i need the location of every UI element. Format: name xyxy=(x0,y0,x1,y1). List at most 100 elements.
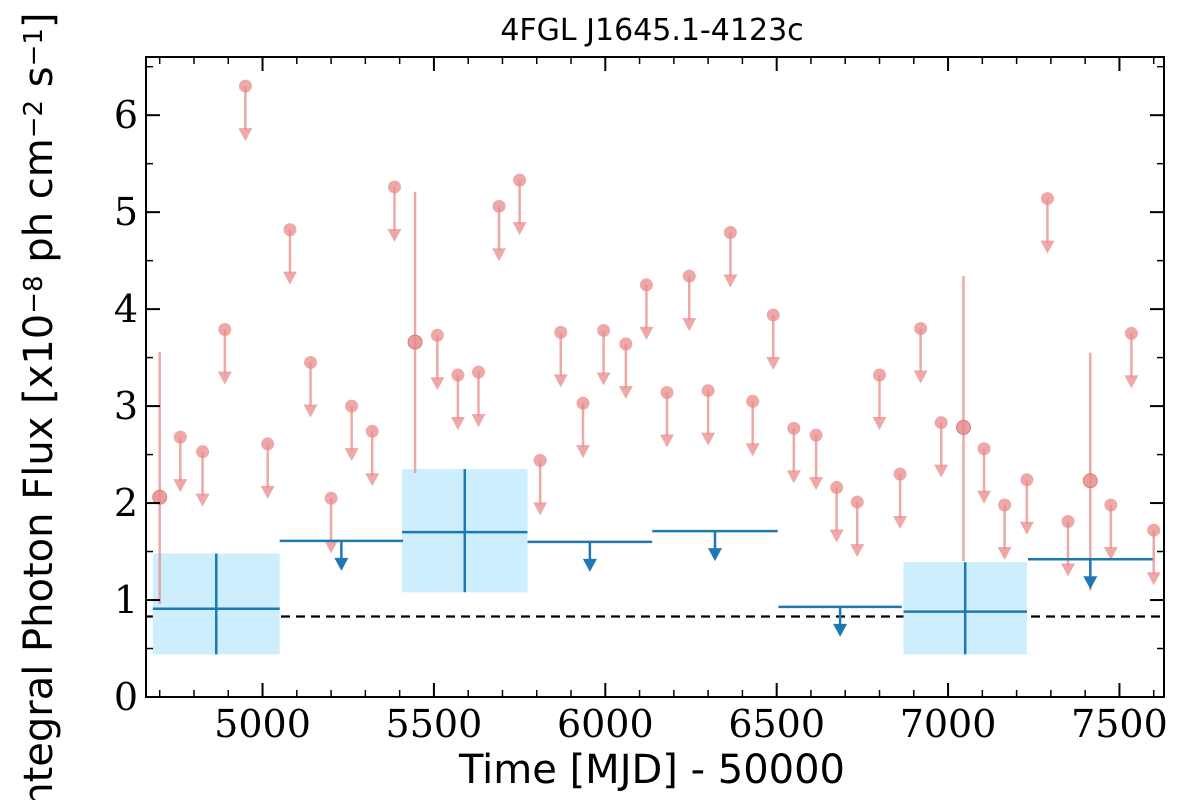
long-upper-limit-arrow xyxy=(833,623,848,637)
short-upper-limit-point xyxy=(1040,192,1054,206)
short-upper-limit-arrow xyxy=(492,248,507,262)
x-tick-label: 7500 xyxy=(1071,702,1168,746)
short-upper-limit-point xyxy=(766,308,780,322)
short-upper-limit-arrow xyxy=(282,271,297,285)
short-upper-limit-arrow xyxy=(1124,375,1139,389)
short-upper-limit-arrow xyxy=(809,477,824,491)
x-axis-label: Time [MJD] - 50000 xyxy=(458,747,845,793)
short-detection-point xyxy=(152,489,168,505)
short-upper-limit-point xyxy=(746,394,760,408)
short-upper-limit-point xyxy=(513,173,527,187)
short-upper-limit-arrow xyxy=(893,515,908,529)
short-upper-limit-arrow xyxy=(576,445,591,459)
short-upper-limit-point xyxy=(554,325,568,339)
y-tick-label: 4 xyxy=(114,287,138,331)
short-detection-point xyxy=(1082,473,1098,489)
short-upper-limit-point xyxy=(934,416,948,430)
short-upper-limit-arrow xyxy=(829,529,844,543)
x-tick-label: 5000 xyxy=(214,702,311,746)
short-upper-limit-point xyxy=(977,442,991,456)
short-upper-limit-arrow xyxy=(195,493,210,507)
short-upper-limit-arrow xyxy=(344,448,359,462)
y-tick-label: 0 xyxy=(114,675,138,719)
short-upper-limit-arrow xyxy=(639,326,654,340)
long-upper-limit-arrow xyxy=(582,558,597,572)
y-axis-label: Integral Photon Flux [x10−8 ph cm−2 s−1] xyxy=(16,12,62,800)
axes: 5000 5500 6000 6500 7000 7500 0 1 2 3 4 5 6 xyxy=(114,56,1168,746)
short-upper-limit-point xyxy=(701,384,715,398)
short-upper-limit-arrow xyxy=(553,374,568,388)
short-upper-limit-arrow xyxy=(387,228,402,242)
short-upper-limit-point xyxy=(809,428,823,442)
long-bin-series xyxy=(152,469,1153,655)
short-detection-point xyxy=(955,419,971,435)
short-upper-limit-point xyxy=(682,269,696,283)
short-upper-limit-arrow xyxy=(723,274,738,288)
short-upper-limit-arrow xyxy=(977,490,992,504)
short-upper-limit-point xyxy=(660,386,674,400)
short-upper-limit-arrow xyxy=(1103,547,1118,560)
short-upper-limit-point xyxy=(893,467,907,481)
short-upper-limit-point xyxy=(998,498,1012,512)
short-upper-limit-point xyxy=(238,79,252,93)
short-upper-limit-point xyxy=(324,491,338,505)
short-upper-limit-point xyxy=(430,328,444,342)
y-axis-label-part: s xyxy=(16,66,62,100)
x-tick-label: 5500 xyxy=(386,702,483,746)
short-upper-limit-arrow xyxy=(934,464,949,478)
long-upper-limit-arrow xyxy=(334,557,349,571)
short-upper-limit-point xyxy=(723,226,737,240)
short-upper-limit-point xyxy=(196,445,210,459)
x-tick-label: 7000 xyxy=(900,702,997,746)
short-upper-limit-arrow xyxy=(303,404,318,418)
short-upper-limit-arrow xyxy=(850,544,865,558)
y-tick-label: 3 xyxy=(114,384,138,428)
y-tick-label: 2 xyxy=(114,481,138,525)
short-upper-limit-point xyxy=(218,322,232,336)
short-upper-limit-arrow xyxy=(786,470,801,484)
short-upper-limit-arrow xyxy=(1061,563,1076,577)
short-upper-limit-arrow xyxy=(913,370,928,384)
long-upper-limit-arrow xyxy=(707,548,722,562)
short-upper-limit-arrow xyxy=(766,356,781,370)
short-upper-limit-point xyxy=(173,430,187,444)
short-upper-limit-point xyxy=(471,365,485,379)
y-axis-label-part: −1 xyxy=(19,28,49,66)
short-upper-limit-arrow xyxy=(324,540,339,554)
short-upper-limit-point xyxy=(1020,473,1034,487)
short-upper-limit-arrow xyxy=(260,485,275,499)
short-upper-limit-arrow xyxy=(430,377,445,391)
short-upper-limit-point xyxy=(830,481,844,495)
short-upper-limit-arrow xyxy=(238,128,253,142)
short-upper-limit-arrow xyxy=(173,479,188,493)
short-upper-limit-point xyxy=(1124,326,1138,340)
short-upper-limit-point xyxy=(365,424,379,438)
short-upper-limit-arrow xyxy=(365,473,380,487)
short-upper-limit-point xyxy=(492,199,506,213)
short-upper-limit-point xyxy=(576,396,590,410)
short-upper-limit-point xyxy=(787,421,801,435)
short-upper-limit-point xyxy=(619,337,633,351)
short-upper-limit-point xyxy=(850,495,864,509)
short-upper-limit-point xyxy=(597,323,611,337)
short-upper-limit-point xyxy=(388,180,402,194)
short-upper-limit-arrow xyxy=(659,434,674,448)
short-detection-point xyxy=(407,334,423,350)
x-tick-label: 6000 xyxy=(557,702,654,746)
short-upper-limit-point xyxy=(873,368,887,382)
y-tick-label: 6 xyxy=(114,93,138,137)
short-upper-limit-point xyxy=(914,322,928,336)
short-upper-limit-arrow xyxy=(471,414,486,428)
short-bin-series xyxy=(152,79,1161,604)
short-upper-limit-arrow xyxy=(1146,572,1161,586)
short-upper-limit-point xyxy=(1147,523,1161,537)
short-upper-limit-point xyxy=(283,223,297,237)
short-upper-limit-point xyxy=(1104,498,1118,512)
y-tick-label: 1 xyxy=(114,578,138,622)
short-upper-limit-arrow xyxy=(1019,521,1034,535)
short-upper-limit-point xyxy=(533,453,547,467)
short-upper-limit-arrow xyxy=(450,417,465,431)
long-upper-limit-arrow xyxy=(1083,576,1098,590)
y-axis-label-part: −8 xyxy=(19,275,49,313)
short-upper-limit-arrow xyxy=(217,371,232,385)
